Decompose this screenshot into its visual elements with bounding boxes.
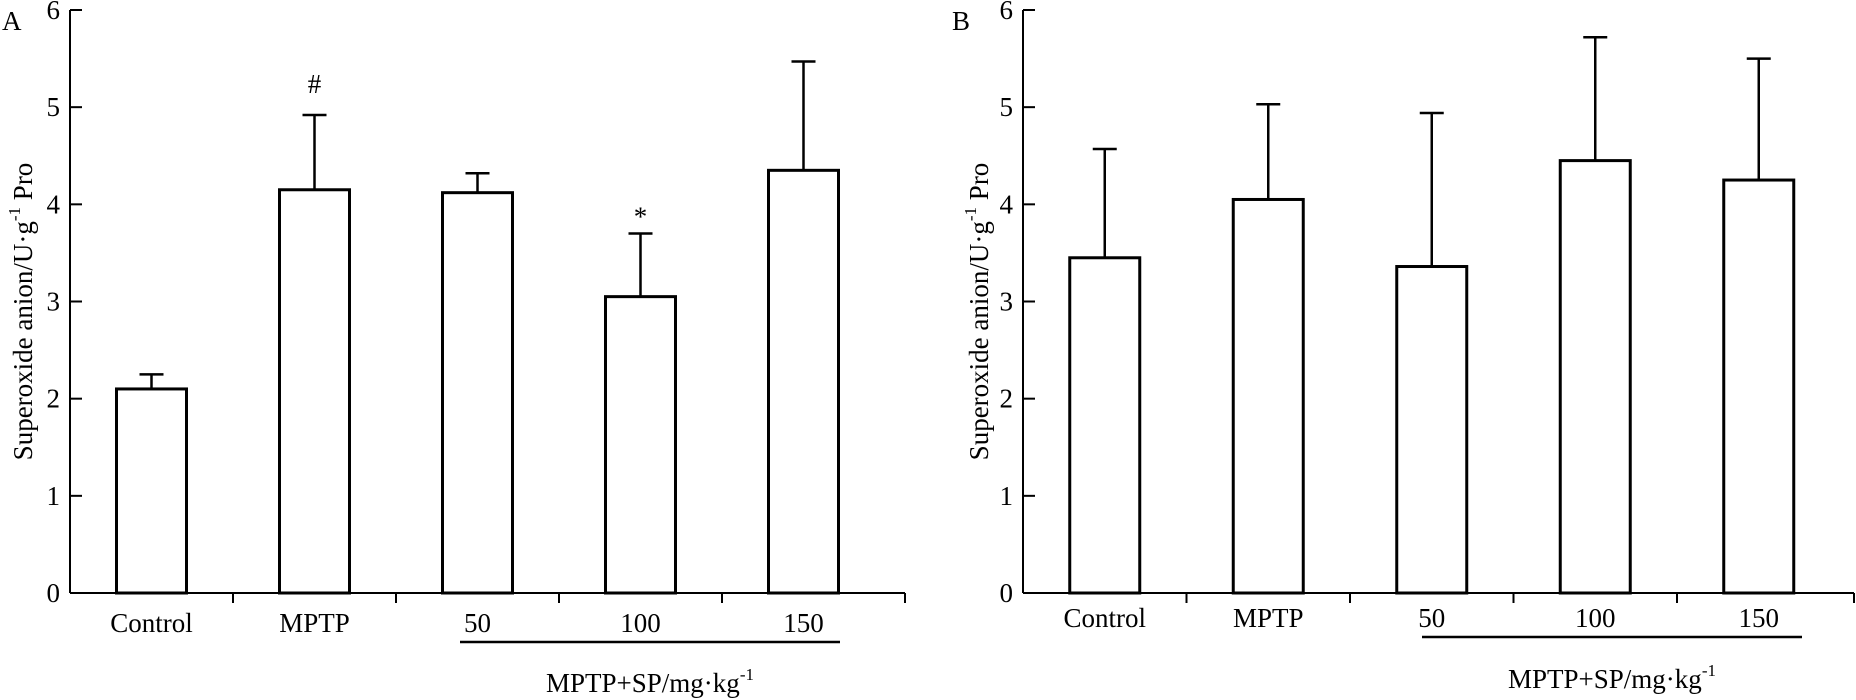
bar-control [1068,256,1142,595]
y-tick-label: 6 [47,0,61,25]
x-tick-label: MPTP [1233,603,1304,633]
panel-label: B [952,6,970,36]
y-tick-label: 3 [47,287,61,317]
bar-control [115,387,188,595]
significance-marker: * [634,201,648,231]
bar-100 [1558,159,1632,595]
y-tick-label: 6 [1000,0,1014,25]
y-axis-label: Superoxide anion/U·g-1 Pro [5,163,38,461]
y-tick-label: 2 [1000,384,1014,414]
y-tick-label: 1 [47,481,61,511]
y-tick-label: 0 [1000,578,1014,608]
x-tick-label: Control [110,608,193,638]
group-label: MPTP+SP/mg·kg-1 [546,665,754,698]
y-tick-label: 1 [1000,481,1014,511]
bar-50 [441,191,514,595]
y-axis-label: Superoxide anion/U·g-1 Pro [961,163,994,461]
bar-mptp [1231,197,1305,595]
bar-150 [767,168,840,595]
group-label: MPTP+SP/mg·kg-1 [1508,661,1716,694]
x-tick-label: 150 [783,608,824,638]
y-tick-label: 3 [1000,287,1014,317]
y-tick-label: 2 [47,384,61,414]
panel-label: A [2,6,22,36]
bar-100 [604,295,677,595]
chart-panel-b: B 0 1 2 3 4 5 6 Superoxide anion/U·g-1 Pro Contro… [952,0,1855,694]
x-tick-label: 50 [464,608,491,638]
bar-150 [1722,178,1796,595]
x-tick-label: 100 [1575,603,1616,633]
x-tick-label: 50 [1418,603,1445,633]
x-tick-label: 150 [1739,603,1780,633]
y-tick-label: 4 [47,189,61,219]
bar-50 [1395,265,1469,595]
significance-marker: # [308,69,322,99]
y-tick-label: 5 [1000,92,1014,122]
y-tick-label: 5 [47,92,61,122]
y-tick-label: 4 [1000,189,1014,219]
bar-mptp [278,188,351,595]
y-tick-label: 0 [47,578,61,608]
x-tick-label: MPTP [279,608,350,638]
x-tick-label: 100 [620,608,661,638]
chart-panel-a: A 0 1 2 3 4 5 6 Superoxide anion/U·g-1 Pro Contro… [2,0,906,698]
x-tick-label: Control [1063,603,1146,633]
